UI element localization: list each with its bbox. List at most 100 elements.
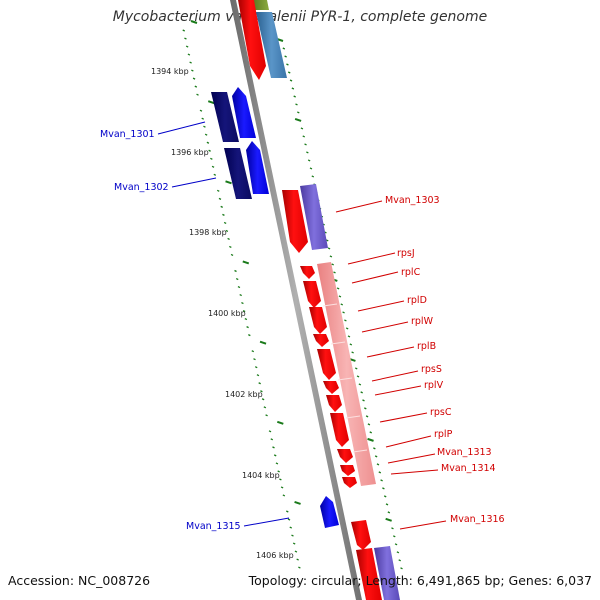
minor-tick [208,149,211,152]
gene-label-mvan-1303[interactable]: Mvan_1303 [385,195,440,206]
gene-label-mvan-1314[interactable]: Mvan_1314 [441,463,496,474]
gene-rplp[interactable] [337,449,353,463]
tick-label-1396: 1396 kbp [171,148,209,157]
gene-mvan-1313[interactable] [340,465,355,476]
minor-tick [307,159,311,162]
minor-tick [235,277,239,281]
gene-label-rplp[interactable]: rplP [434,429,453,440]
gene-rplc[interactable] [303,281,321,308]
tick-label-1398: 1398 kbp [189,228,227,237]
minor-tick [342,311,345,314]
gene-rpld[interactable] [309,307,327,334]
minor-tick [300,127,304,130]
tick-label-1394: 1394 kbp [151,67,189,76]
minor-tick [382,487,385,490]
minor-tick [225,229,229,233]
minor-tick [282,47,286,50]
genome-summary-text: Topology: circular; Length: 6,491,865 bp… [248,573,592,588]
gene-rplw[interactable] [313,334,329,347]
minor-tick [380,479,383,482]
minor-tick [347,335,351,338]
minor-tick [360,391,363,394]
gene-rplb[interactable] [317,349,336,380]
minor-tick [289,526,293,529]
minor-tick [185,45,189,48]
major-tick [294,118,302,122]
minor-tick [246,326,249,329]
gene-mvan-1314[interactable] [342,477,357,488]
minor-tick [194,85,198,88]
minor-tick [296,558,299,561]
gene-label-mvan-1301[interactable]: Mvan_1301 [100,129,155,140]
gene-label-mvan-1316[interactable]: Mvan_1316 [450,514,505,525]
minor-tick [304,143,307,146]
label-leaders [157,121,447,530]
major-tick [190,20,198,24]
gene-label-rplc[interactable]: rplC [401,267,421,278]
minor-tick [351,351,354,354]
gene-feature-top-red[interactable] [238,0,266,80]
minor-tick [201,117,205,120]
minor-tick [220,205,223,208]
minor-tick [295,103,298,106]
gene-label-rpsj[interactable]: rpsJ [397,248,415,259]
gene-label-rplb[interactable]: rplB [417,341,436,352]
cds-feature-bottom-slate[interactable] [374,546,400,600]
gene-label-rplw[interactable]: rplW [411,316,434,327]
gene-mvan-1301[interactable] [211,87,256,142]
major-tick [294,501,301,505]
minor-tick [340,303,344,306]
cds-feature-top-steel[interactable] [256,12,287,78]
gene-label-rpsc[interactable]: rpsC [430,407,452,418]
minor-tick [216,189,220,192]
gene-label-mvan-1302[interactable]: Mvan_1302 [114,182,169,193]
minor-tick [297,111,300,114]
gene-mvan-1315[interactable] [320,496,339,528]
minor-tick [244,318,248,321]
tick-label-1406: 1406 kbp [256,551,294,560]
minor-tick [196,93,199,96]
minor-tick [189,61,192,64]
minor-tick [374,455,378,458]
minor-tick [237,285,241,289]
gene-rpss[interactable] [323,381,339,394]
gene-rpsc[interactable] [330,413,349,447]
minor-tick [385,503,389,506]
minor-tick [187,53,191,56]
major-tick [385,517,392,522]
minor-tick [383,495,387,498]
major-tick [207,100,215,105]
minor-tick [234,269,237,273]
gene-label-mvan-1313[interactable]: Mvan_1313 [437,447,492,458]
map-title: Mycobacterium vanbaalenii PYR-1, complet… [112,9,488,25]
minor-tick [256,374,260,377]
minor-tick [182,29,186,32]
minor-tick [260,390,263,393]
minor-tick [391,527,394,530]
minor-tick [309,167,313,170]
minor-tick [336,287,340,290]
gene-mvan-1303[interactable] [282,184,328,253]
gene-rpsj[interactable] [300,266,315,279]
tick-label-1400: 1400 kbp [208,309,246,318]
minor-tick [191,69,194,72]
minor-tick [222,213,225,216]
minor-tick [227,237,230,241]
minor-tick [392,535,396,538]
minor-tick [394,543,398,546]
gene-label-rpss[interactable]: rpsS [421,364,442,375]
gene-label-mvan-1315[interactable]: Mvan_1315 [186,521,241,532]
gene-rplv[interactable] [326,395,342,412]
minor-tick [329,255,333,258]
gene-mvan-1316[interactable] [351,520,371,550]
gene-mvan-1302[interactable] [224,141,269,199]
gene-label-rpld[interactable]: rplD [407,295,427,306]
minor-tick [338,295,342,298]
minor-tick [306,151,309,154]
gene-label-rplv[interactable]: rplV [424,380,444,391]
minor-tick [325,239,329,242]
genome-backbone [230,0,362,600]
gene-feature-bottom-red[interactable] [356,548,382,600]
minor-tick [284,55,287,58]
